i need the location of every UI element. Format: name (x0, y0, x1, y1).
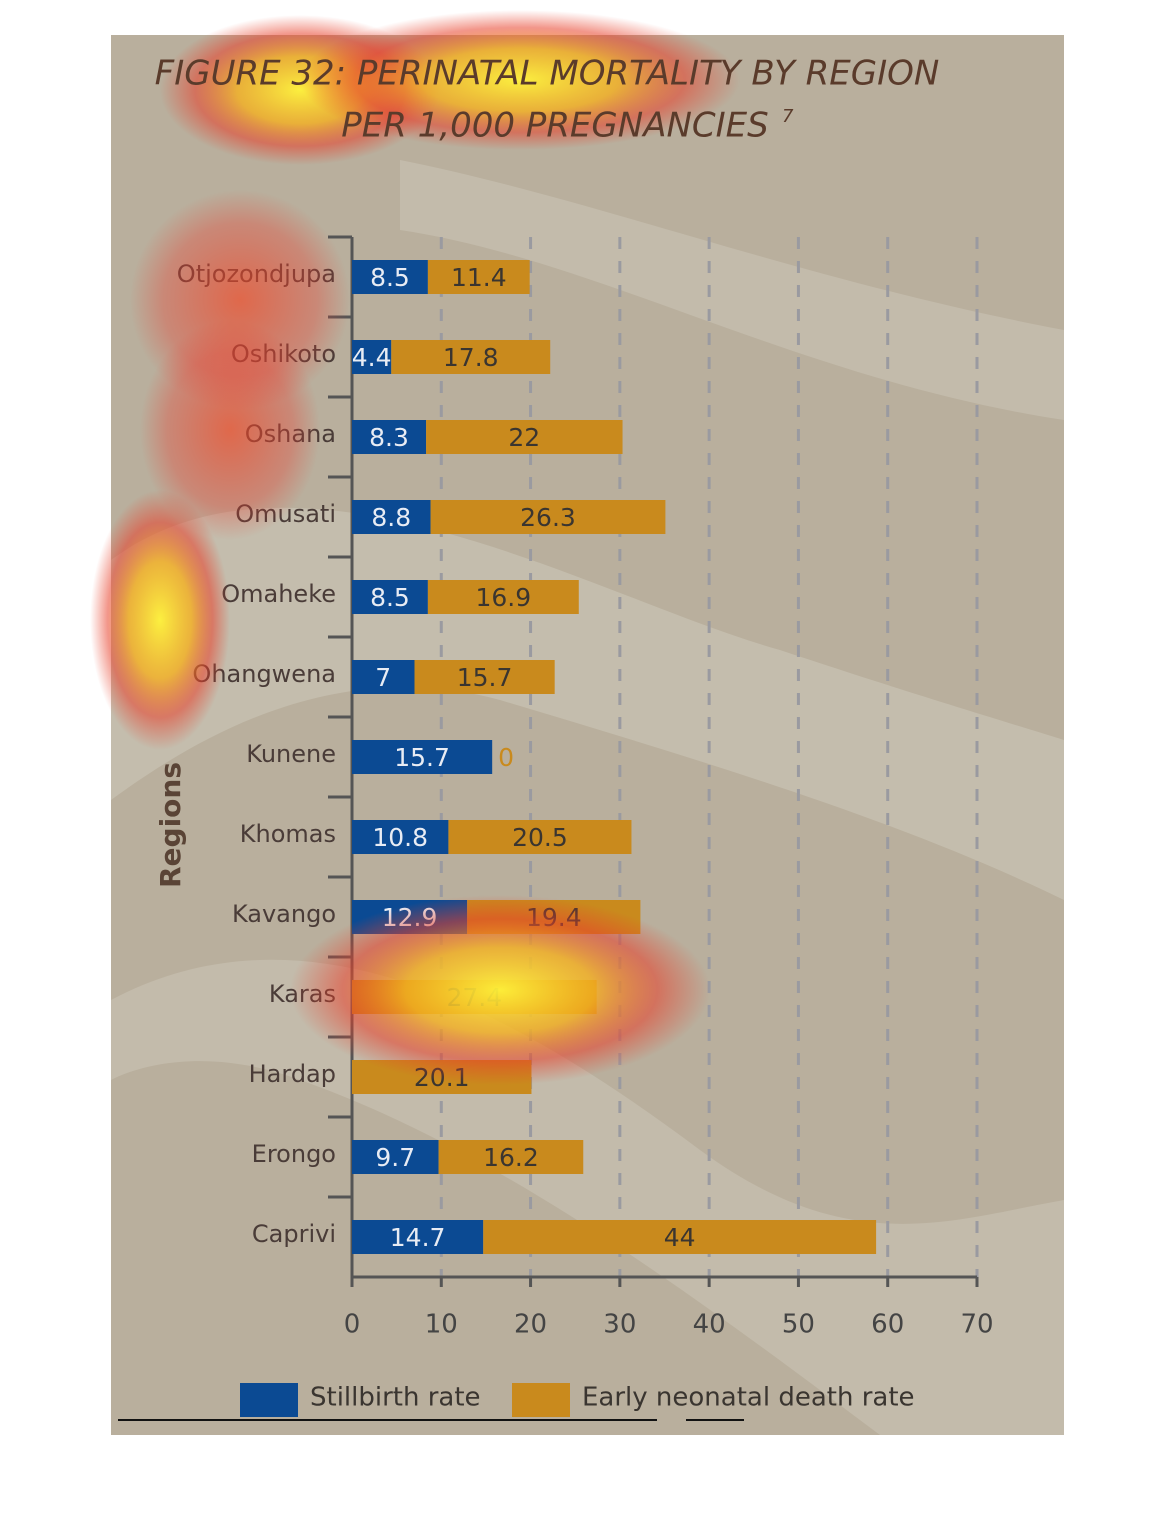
data-label: 22 (508, 423, 540, 452)
data-label: 20.5 (512, 823, 568, 852)
bar-segment (352, 820, 449, 854)
heat-blob (300, 10, 740, 150)
bar-segment (430, 500, 666, 534)
bar-segment (352, 500, 431, 534)
x-tick-label: 30 (603, 1310, 636, 1340)
data-label: 4.4 (352, 343, 392, 372)
y-tick-label: Erongo (252, 1140, 336, 1168)
data-label: 7 (375, 663, 391, 692)
x-tick-label: 50 (782, 1310, 815, 1340)
background-wave (111, 959, 1064, 1435)
data-label: 15.7 (457, 663, 513, 692)
data-label: 11.4 (451, 263, 507, 292)
background-wave (111, 507, 1064, 900)
legend-swatch (512, 1383, 570, 1417)
heatmap-overlay (90, 10, 740, 1085)
data-label: 44 (664, 1223, 696, 1252)
legend-swatch (240, 1383, 298, 1417)
bar-segment (352, 340, 392, 374)
chart-title: FIGURE 32: PERINATAL MORTALITY BY REGION (155, 54, 940, 94)
bar-segment (448, 820, 632, 854)
y-tick-label: Khomas (240, 820, 336, 848)
subtitle-superscript: 7 (782, 106, 794, 127)
bar-segment (438, 1140, 584, 1174)
x-tick-label: 20 (514, 1310, 547, 1340)
bar-segment (427, 260, 530, 294)
data-label: 8.5 (370, 583, 410, 612)
data-label: 16.2 (483, 1143, 539, 1172)
bar-segment (391, 340, 551, 374)
bar-segment (352, 1220, 484, 1254)
x-tick-label: 0 (344, 1310, 361, 1340)
legend-label: Stillbirth rate (310, 1383, 481, 1413)
data-label: 8.5 (370, 263, 410, 292)
legend-label: Early neonatal death rate (582, 1383, 915, 1413)
data-label: 0 (498, 743, 514, 772)
data-label: 14.7 (390, 1223, 446, 1252)
background-wave (400, 160, 1064, 420)
y-tick-label: Omaheke (221, 580, 336, 608)
data-label: 8.8 (371, 503, 411, 532)
x-tick-label: 60 (871, 1310, 904, 1340)
data-label: 17.8 (443, 343, 499, 372)
bar-segment (426, 420, 623, 454)
data-label: 9.7 (375, 1143, 415, 1172)
bar-segment (352, 660, 415, 694)
data-label: 10.8 (372, 823, 428, 852)
data-label: 15.7 (394, 743, 450, 772)
heat-blob (90, 490, 230, 750)
y-axis-label: Regions (154, 762, 187, 888)
bar-segment (427, 580, 579, 614)
chart-subtitle: PER 1,000 PREGNANCIES (341, 106, 768, 146)
bar-segment (483, 1220, 877, 1254)
bar-segment (352, 740, 493, 774)
bar-segment (414, 660, 555, 694)
bar-segment (352, 260, 428, 294)
x-tick-label: 10 (425, 1310, 458, 1340)
data-label: 16.9 (476, 583, 532, 612)
heat-blob (290, 895, 710, 1085)
bar-segment (352, 420, 427, 454)
y-tick-label: Kavango (232, 900, 336, 928)
y-tick-label: Caprivi (252, 1220, 336, 1248)
data-label: 26.3 (520, 503, 576, 532)
y-tick-label: Kunene (246, 740, 336, 768)
heat-blob (130, 190, 350, 410)
x-tick-label: 70 (960, 1310, 993, 1340)
bar-segment (352, 1140, 439, 1174)
x-tick-label: 40 (693, 1310, 726, 1340)
y-tick-label: Hardap (249, 1060, 336, 1088)
bar-segment (352, 580, 428, 614)
data-label: 8.3 (369, 423, 409, 452)
